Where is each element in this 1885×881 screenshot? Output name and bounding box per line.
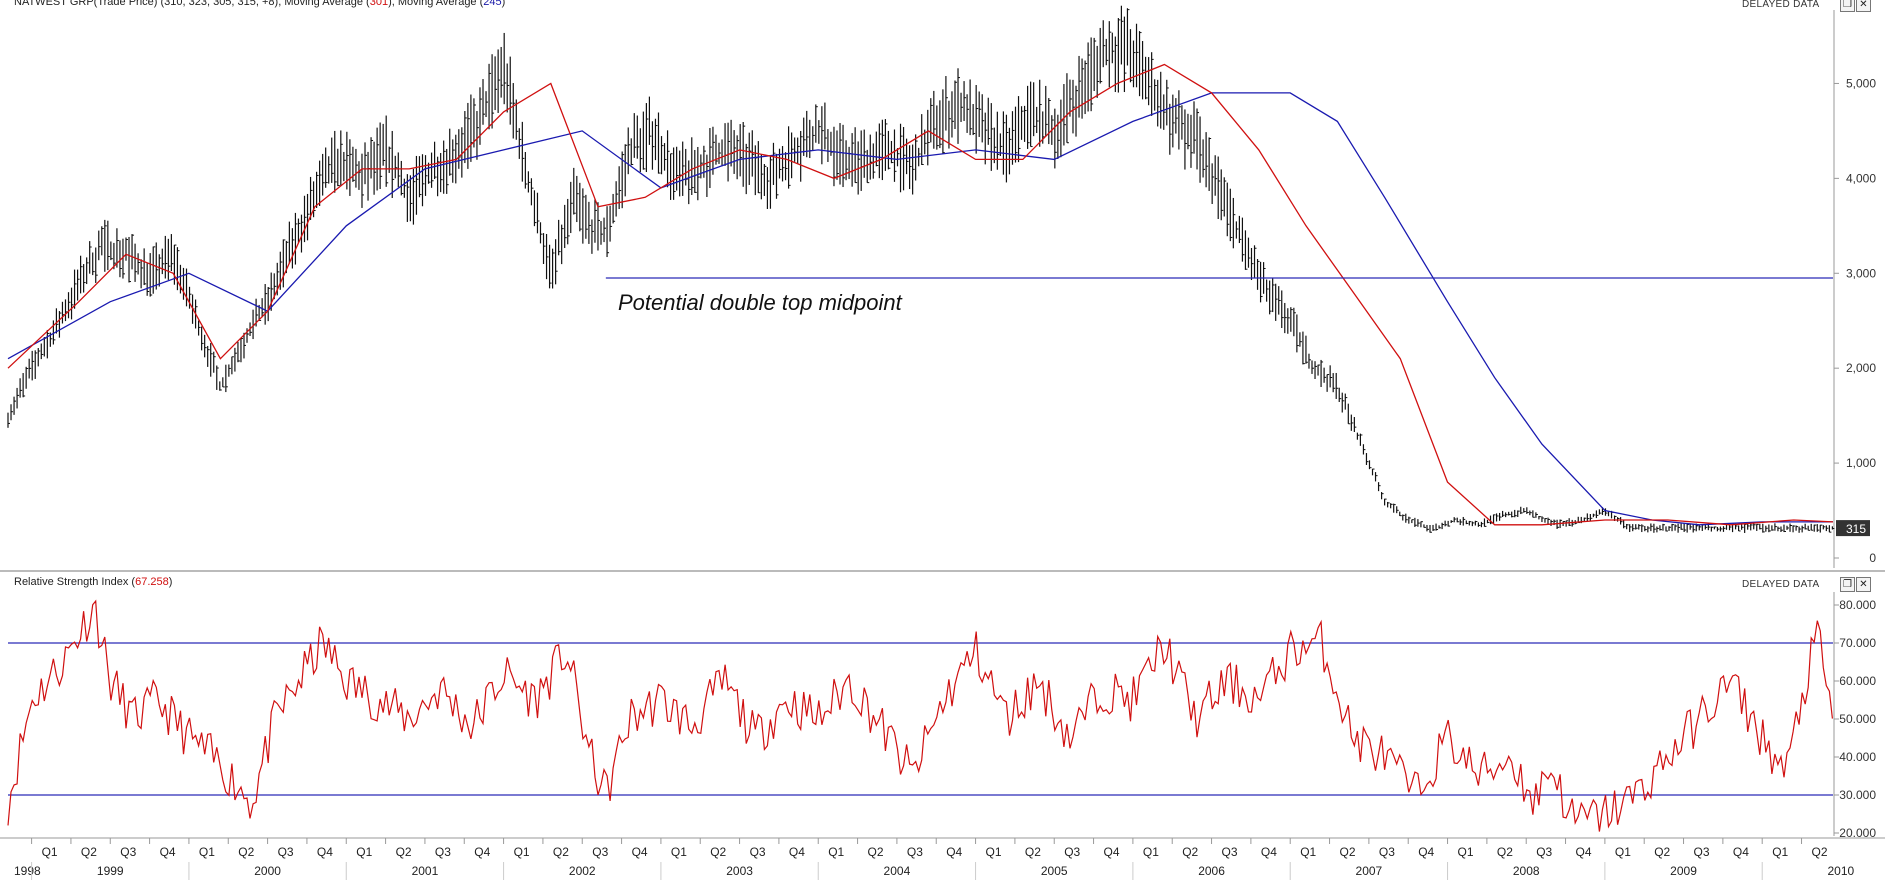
rsi-value: 67.258 [135,576,169,588]
year-label: 2008 [1513,864,1540,878]
quarter-label: Q1 [1615,845,1631,859]
quarter-label: Q3 [1379,845,1395,859]
rsi-y-tick-label: 80.000 [1839,598,1876,612]
rsi-y-tick-label: 60.000 [1839,674,1876,688]
rsi-y-tick-label: 40.000 [1839,750,1876,764]
year-label: 2007 [1356,864,1383,878]
year-label: 1999 [97,864,124,878]
price-panel-title-end: ) [501,0,506,8]
quarter-label: Q3 [750,845,766,859]
quarter-label: Q2 [1025,845,1041,859]
last-price-badge: 315 [1846,522,1866,536]
year-label: 2005 [1041,864,1068,878]
rsi-close-icon[interactable]: ✕ [1856,577,1871,592]
quarter-label: Q4 [1418,845,1434,859]
price-y-tick-label: 5,000 [1846,76,1876,90]
year-label: 2006 [1198,864,1225,878]
quarter-label: Q3 [278,845,294,859]
quarter-label: Q2 [1654,845,1670,859]
double-top-annotation: Potential double top midpoint [618,290,903,315]
quarter-label: Q4 [1733,845,1749,859]
quarter-label: Q2 [396,845,412,859]
quarter-label: Q1 [1772,845,1788,859]
ma-fast-value: 301 [369,0,389,8]
quarter-label: Q3 [1064,845,1080,859]
moving-average-slow-line [7,92,1833,526]
quarter-label: Q2 [1340,845,1356,859]
year-label: 2010 [1828,864,1855,878]
quarter-label: Q3 [435,845,451,859]
price-panel-title-mid: ), Moving Average ( [388,0,484,8]
quarter-label: Q4 [789,845,805,859]
rsi-y-tick-label: 30.000 [1839,788,1876,802]
quarter-label: Q4 [1576,845,1592,859]
price-bars [7,5,1835,533]
price-close-icon[interactable]: ✕ [1856,0,1871,12]
price-y-tick-label: 3,000 [1846,266,1876,280]
price-y-tick-label: 4,000 [1846,171,1876,185]
rsi-panel-title: Relative Strength Index (67.258) [14,576,172,588]
quarter-label: Q4 [1261,845,1277,859]
quarter-label: Q4 [317,845,333,859]
year-label: 2001 [412,864,439,878]
year-label: 2009 [1670,864,1697,878]
quarter-label: Q2 [710,845,726,859]
price-y-tick-label: 2,000 [1846,361,1876,375]
quarter-label: Q2 [1812,845,1828,859]
quarter-label: Q1 [1300,845,1316,859]
quarter-label: Q1 [42,845,58,859]
year-label: 2003 [726,864,753,878]
price-panel-title: NATWEST GRP(Trade Price) (310, 323, 305,… [14,0,505,8]
rsi-y-tick-label: 20.000 [1839,826,1876,840]
rsi-panel-title-text: Relative Strength Index ( [14,576,136,588]
quarter-label: Q1 [986,845,1002,859]
ma-slow-value: 245 [483,0,502,8]
quarter-label: Q2 [553,845,569,859]
price-y-tick-label: 1,000 [1846,456,1876,470]
year-label: 2002 [569,864,596,878]
quarter-label: Q4 [160,845,176,859]
year-label: 1998 [14,864,41,878]
quarter-label: Q1 [671,845,687,859]
quarter-label: Q4 [632,845,648,859]
quarter-label: Q1 [828,845,844,859]
quarter-label: Q3 [120,845,136,859]
last-price-badge-bg [1836,520,1870,537]
quarter-label: Q1 [1143,845,1159,859]
moving-average-fast-line [7,63,1834,526]
quarter-label: Q1 [356,845,372,859]
quarter-label: Q2 [81,845,97,859]
rsi-y-tick-label: 50.000 [1839,712,1876,726]
price-delayed-label: DELAYED DATA [1742,0,1820,10]
quarter-label: Q1 [199,845,215,859]
rsi-panel-title-end: ) [168,576,173,588]
rsi-y-tick-label: 70.000 [1839,636,1876,650]
price-y-tick-label: 0 [1869,551,1876,565]
quarter-label: Q3 [1222,845,1238,859]
price-panel-title-text: NATWEST GRP(Trade Price) (310, 323, 305,… [14,0,370,8]
quarter-label: Q1 [514,845,530,859]
quarter-label: Q2 [238,845,254,859]
price-restore-icon[interactable]: ❐ [1840,0,1855,12]
year-label: 2004 [884,864,911,878]
rsi-restore-icon[interactable]: ❐ [1840,577,1855,592]
quarter-label: Q1 [1458,845,1474,859]
rsi-line [7,599,1833,832]
quarter-label: Q3 [1694,845,1710,859]
quarter-label: Q3 [1536,845,1552,859]
quarter-label: Q4 [474,845,490,859]
quarter-label: Q3 [907,845,923,859]
quarter-label: Q4 [1104,845,1120,859]
quarter-label: Q3 [592,845,608,859]
year-label: 2000 [254,864,281,878]
quarter-label: Q4 [946,845,962,859]
quarter-label: Q2 [1182,845,1198,859]
quarter-label: Q2 [868,845,884,859]
quarter-label: Q2 [1497,845,1513,859]
rsi-delayed-label: DELAYED DATA [1742,579,1820,590]
